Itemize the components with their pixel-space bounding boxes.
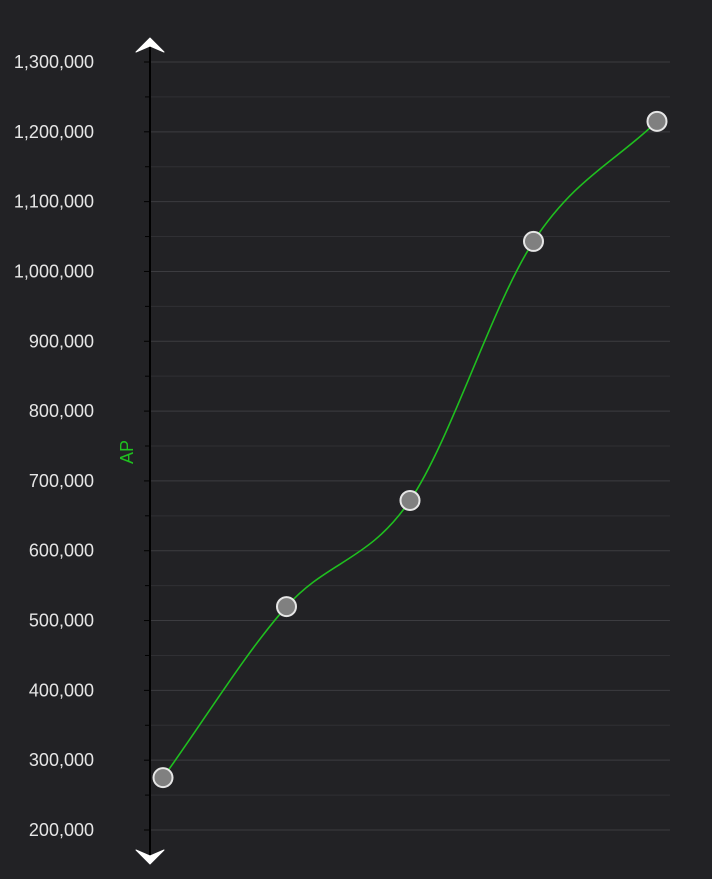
y-tick-label: 1,100,000 bbox=[14, 192, 94, 212]
data-point bbox=[523, 230, 544, 252]
data-point bbox=[276, 596, 297, 618]
y-tick-label: 1,000,000 bbox=[14, 261, 94, 281]
data-points bbox=[152, 110, 668, 789]
scroll-down-arrow-icon[interactable] bbox=[135, 849, 165, 865]
y-tick-label: 400,000 bbox=[29, 680, 94, 700]
data-point bbox=[399, 489, 421, 511]
y-tick-label: 200,000 bbox=[29, 820, 94, 840]
series-line bbox=[162, 120, 658, 779]
grid bbox=[144, 61, 670, 831]
y-tick-label: 600,000 bbox=[29, 541, 94, 561]
y-tick-label: 300,000 bbox=[29, 750, 94, 770]
scroll-up-arrow-icon[interactable] bbox=[135, 37, 165, 53]
y-axis bbox=[135, 37, 165, 865]
y-tick-label: 800,000 bbox=[29, 401, 94, 421]
series bbox=[162, 120, 658, 779]
y-tick-labels: 200,000 300,000 400,000 500,000 600,000 700,0… bbox=[14, 52, 94, 840]
data-point bbox=[646, 110, 668, 132]
data-point bbox=[152, 767, 174, 789]
y-tick-label: 900,000 bbox=[29, 331, 94, 351]
y-tick-label: 1,200,000 bbox=[14, 122, 94, 142]
y-axis-label: AP bbox=[117, 440, 137, 464]
y-tick-label: 1,300,000 bbox=[14, 52, 94, 72]
y-tick-label: 700,000 bbox=[29, 471, 94, 491]
y-tick-label: 500,000 bbox=[29, 611, 94, 631]
